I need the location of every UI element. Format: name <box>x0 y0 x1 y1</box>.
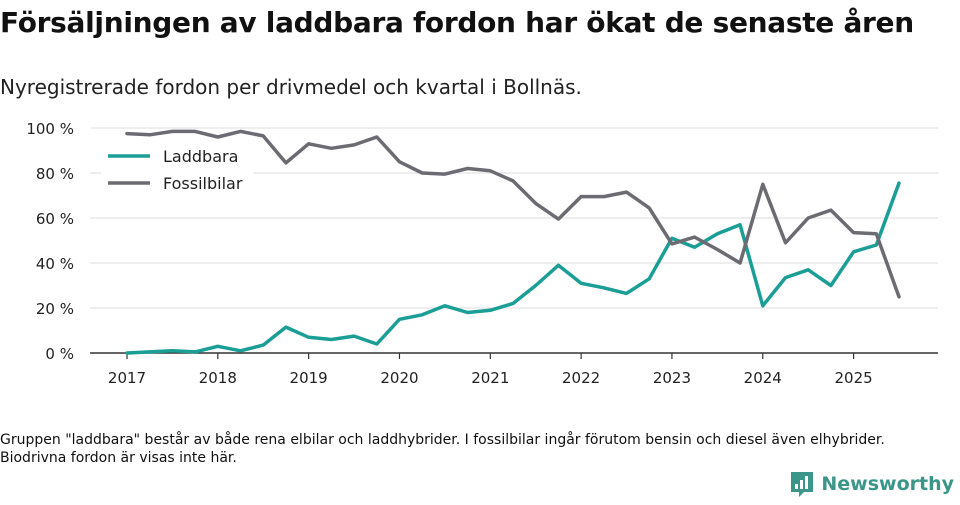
x-axis: 2017 2018 2019 2020 2021 2022 2023 2024 2025 <box>90 352 938 387</box>
brand-name: Newsworthy <box>821 473 954 495</box>
legend-label: Fossilbilar <box>163 174 243 193</box>
x-tick-label: 2021 <box>471 369 509 387</box>
x-tick-label: 2023 <box>653 369 691 387</box>
x-tick-label: 2018 <box>199 369 237 387</box>
x-tick-label: 2025 <box>834 369 872 387</box>
x-tick-label: 2022 <box>562 369 600 387</box>
series-line-fossilbilar <box>125 129 901 299</box>
series-line-laddbara <box>125 181 901 355</box>
y-tick-label: 60 % <box>36 210 74 228</box>
y-tick-label: 0 % <box>45 345 74 363</box>
legend-label: Laddbara <box>163 147 238 166</box>
y-tick-label: 20 % <box>36 300 74 318</box>
legend-background <box>101 141 253 201</box>
y-axis: 0 % 20 % 40 % 60 % 80 % 100 % <box>26 120 74 363</box>
chart-title: Försäljningen av laddbara fordon har öka… <box>0 6 914 39</box>
y-tick-label: 100 % <box>26 120 74 138</box>
y-tick-label: 40 % <box>36 255 74 273</box>
chart-subtitle: Nyregistrerade fordon per drivmedel och … <box>0 75 582 99</box>
x-tick-label: 2019 <box>290 369 328 387</box>
series-lines <box>125 129 901 355</box>
x-tick-label: 2017 <box>108 369 146 387</box>
x-tick-label: 2020 <box>380 369 418 387</box>
x-tick-label: 2024 <box>744 369 782 387</box>
legend: Laddbara Fossilbilar <box>101 141 253 201</box>
footnote: Gruppen "laddbara" består av både rena e… <box>0 432 885 466</box>
newsworthy-logo-icon <box>791 472 814 497</box>
brand-logo[interactable]: Newsworthy <box>789 470 954 498</box>
y-tick-label: 80 % <box>36 165 74 183</box>
line-chart: 0 % 20 % 40 % 60 % 80 % 100 % 2017 2018 2019 202… <box>26 120 938 387</box>
